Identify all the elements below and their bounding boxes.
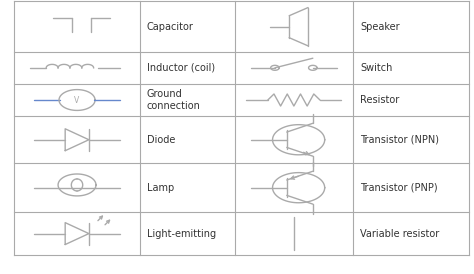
Text: Light-emitting: Light-emitting <box>147 229 216 239</box>
Text: Capacitor: Capacitor <box>147 22 194 32</box>
Text: Ground
connection: Ground connection <box>147 89 201 111</box>
Text: Speaker: Speaker <box>360 22 400 32</box>
Text: Diode: Diode <box>147 135 175 145</box>
Text: Transistor (NPN): Transistor (NPN) <box>360 135 439 145</box>
Text: Resistor: Resistor <box>360 95 400 105</box>
Text: Lamp: Lamp <box>147 183 174 193</box>
Text: Switch: Switch <box>360 63 392 73</box>
Text: Transistor (PNP): Transistor (PNP) <box>360 183 438 193</box>
Text: Inductor (coil): Inductor (coil) <box>147 63 215 73</box>
Text: Variable resistor: Variable resistor <box>360 229 439 239</box>
Text: V: V <box>74 96 80 104</box>
